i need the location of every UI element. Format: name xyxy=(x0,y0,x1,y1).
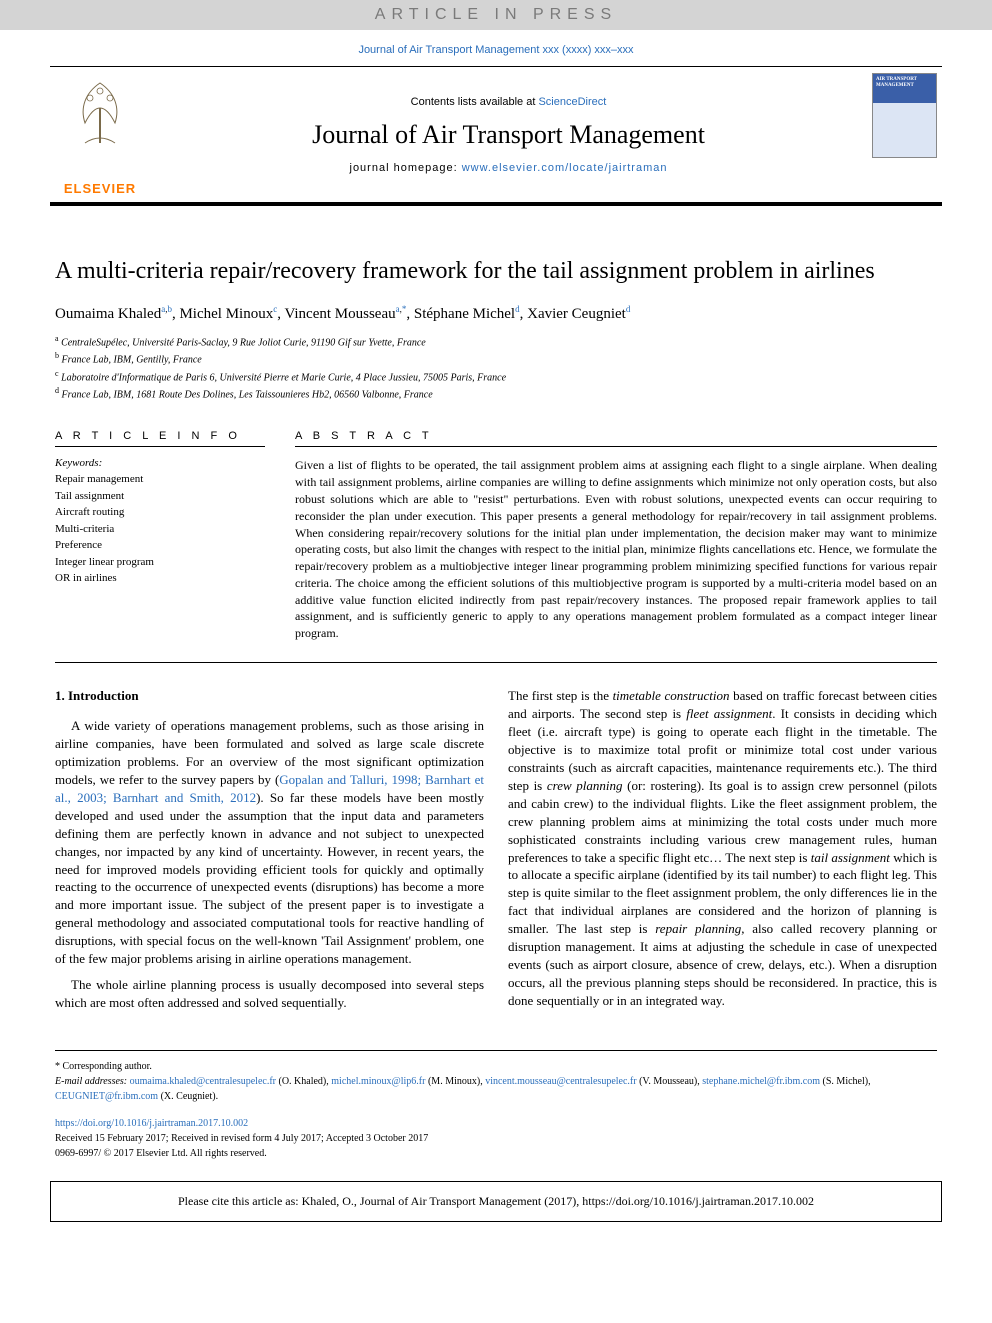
journal-cover-thumbnail: AIR TRANSPORT MANAGEMENT xyxy=(867,67,942,202)
affiliation-link[interactable]: a xyxy=(396,304,400,314)
keyword: OR in airlines xyxy=(55,570,265,587)
keyword: Repair management xyxy=(55,471,265,488)
abstract-head: A B S T R A C T xyxy=(295,430,937,447)
affiliation-line: b France Lab, IBM, Gentilly, France xyxy=(55,350,937,367)
abstract-column: A B S T R A C T Given a list of flights … xyxy=(295,430,937,642)
author: Xavier Ceugnietd xyxy=(527,306,630,322)
keyword: Integer linear program xyxy=(55,554,265,571)
doi-link[interactable]: https://doi.org/10.1016/j.jairtraman.201… xyxy=(55,1118,248,1129)
affiliation-line: d France Lab, IBM, 1681 Route Des Doline… xyxy=(55,385,937,402)
email-link[interactable]: vincent.mousseau@centralesupelec.fr xyxy=(485,1076,636,1087)
affiliation-link[interactable]: * xyxy=(402,304,407,314)
keyword: Multi-criteria xyxy=(55,521,265,538)
journal-reference: Journal of Air Transport Management xxx … xyxy=(0,30,992,66)
doi-block: https://doi.org/10.1016/j.jairtraman.201… xyxy=(55,1116,937,1161)
email-label: E-mail addresses: xyxy=(55,1076,130,1087)
author: Stéphane Micheld xyxy=(414,306,520,322)
corresponding-footer: * Corresponding author. E-mail addresses… xyxy=(55,1050,937,1104)
publisher-logo: ELSEVIER xyxy=(50,67,150,202)
keyword: Preference xyxy=(55,537,265,554)
contents-lists-line: Contents lists available at ScienceDirec… xyxy=(150,96,867,108)
author: Michel Minouxc xyxy=(179,306,277,322)
affiliation-link[interactable]: d xyxy=(626,304,631,314)
affiliation-link[interactable]: c xyxy=(273,304,277,314)
elsevier-wordmark: ELSEVIER xyxy=(64,181,136,196)
masthead: ELSEVIER Contents lists available at Sci… xyxy=(50,66,942,206)
contents-prefix: Contents lists available at xyxy=(411,96,539,108)
affiliation-link[interactable]: b xyxy=(167,304,172,314)
issn-copyright: 0969-6997/ © 2017 Elsevier Ltd. All righ… xyxy=(55,1146,937,1161)
email-link[interactable]: oumaima.khaled@centralesupelec.fr xyxy=(130,1076,276,1087)
keyword: Aircraft routing xyxy=(55,504,265,521)
affiliation-link[interactable]: d xyxy=(515,304,520,314)
intro-paragraph-2: The whole airline planning process is us… xyxy=(55,976,484,1012)
affiliation-link[interactable]: a xyxy=(161,304,165,314)
body-two-column: 1. Introduction A wide variety of operat… xyxy=(55,687,937,1020)
fleet-term: fleet assignment xyxy=(686,706,772,721)
journal-homepage-line: journal homepage: www.elsevier.com/locat… xyxy=(150,162,867,174)
article-title: A multi-criteria repair/recovery framewo… xyxy=(55,256,937,286)
affiliation-line: a CentraleSupélec, Université Paris-Sacl… xyxy=(55,333,937,350)
journal-name: Journal of Air Transport Management xyxy=(150,120,867,150)
p3-a: The first step is the xyxy=(508,688,613,703)
info-abstract-row: A R T I C L E I N F O Keywords: Repair m… xyxy=(55,430,937,663)
masthead-center: Contents lists available at ScienceDirec… xyxy=(150,67,867,202)
body-left-column: 1. Introduction A wide variety of operat… xyxy=(55,687,484,1020)
cover-image: AIR TRANSPORT MANAGEMENT xyxy=(872,73,937,158)
article-info-head: A R T I C L E I N F O xyxy=(55,430,265,447)
timetable-term: timetable construction xyxy=(613,688,730,703)
repair-term: repair planning xyxy=(655,921,741,936)
sciencedirect-link[interactable]: ScienceDirect xyxy=(538,96,606,108)
article-content: A multi-criteria repair/recovery framewo… xyxy=(0,206,992,1020)
email-link[interactable]: stephane.michel@fr.ibm.com xyxy=(702,1076,820,1087)
elsevier-tree-icon xyxy=(65,73,135,153)
keyword: Tail assignment xyxy=(55,488,265,505)
corresponding-author: * Corresponding author. xyxy=(55,1059,937,1074)
abstract-text: Given a list of flights to be operated, … xyxy=(295,457,937,642)
cover-label: AIR TRANSPORT MANAGEMENT xyxy=(876,77,933,88)
author: Vincent Mousseaua,* xyxy=(284,306,406,322)
affiliation-line: c Laboratoire d'Informatique de Paris 6,… xyxy=(55,368,937,385)
email-link[interactable]: michel.minoux@lip6.fr xyxy=(331,1076,425,1087)
email-link[interactable]: CEUGNIET@fr.ibm.com xyxy=(55,1091,158,1102)
received-dates: Received 15 February 2017; Received in r… xyxy=(55,1131,937,1146)
email-addresses-line: E-mail addresses: oumaima.khaled@central… xyxy=(55,1074,937,1104)
keywords-list: Repair managementTail assignmentAircraft… xyxy=(55,471,265,587)
journal-homepage-link[interactable]: www.elsevier.com/locate/jairtraman xyxy=(462,162,668,174)
affiliations: a CentraleSupélec, Université Paris-Sacl… xyxy=(55,333,937,402)
article-in-press-banner: ARTICLE IN PRESS xyxy=(0,0,992,30)
homepage-prefix: journal homepage: xyxy=(350,162,462,174)
keywords-label: Keywords: xyxy=(55,457,265,469)
tail-term: tail assignment xyxy=(811,850,890,865)
article-info-column: A R T I C L E I N F O Keywords: Repair m… xyxy=(55,430,265,642)
intro-p1-b: ). So far these models have been mostly … xyxy=(55,790,484,966)
intro-paragraph-1: A wide variety of operations management … xyxy=(55,717,484,968)
citation-box: Please cite this article as: Khaled, O.,… xyxy=(50,1181,942,1222)
body-right-column: The first step is the timetable construc… xyxy=(508,687,937,1020)
section-heading-intro: 1. Introduction xyxy=(55,687,484,705)
crew-term: crew planning xyxy=(547,778,623,793)
intro-paragraph-3: The first step is the timetable construc… xyxy=(508,687,937,1010)
author-list: Oumaima Khaleda,b, Michel Minouxc, Vince… xyxy=(55,304,937,323)
author: Oumaima Khaleda,b xyxy=(55,306,172,322)
